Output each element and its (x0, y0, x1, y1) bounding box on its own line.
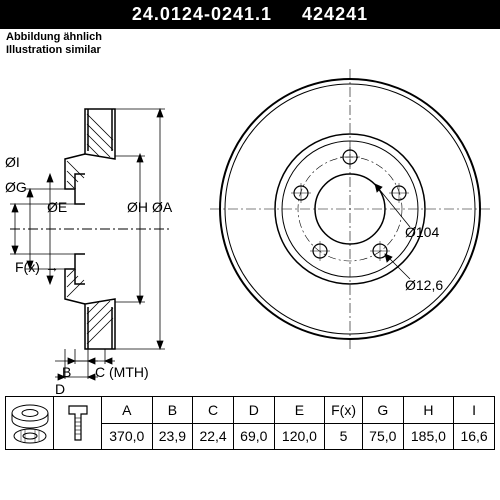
td-E: 120,0 (274, 423, 325, 450)
arrow-F: → (45, 259, 59, 275)
alt-number: 424241 (302, 4, 368, 24)
th-I: I (454, 397, 495, 424)
label-G: ØG (5, 179, 27, 195)
td-G: 75,0 (362, 423, 403, 450)
td-I: 16,6 (454, 423, 495, 450)
subtitle: Abbildung ähnlich Illustration similar (0, 29, 500, 59)
header-bar: 24.0124-0241.1 424241 (0, 0, 500, 29)
dimension-table: A B C D E F(x) G H I 370,0 23,9 22,4 69,… (5, 396, 495, 450)
bolt-icon-cell (54, 397, 102, 450)
th-D: D (233, 397, 274, 424)
label-H: ØH (127, 199, 148, 215)
label-center-dia: Ø104 (405, 224, 439, 240)
td-A: 370,0 (102, 423, 153, 450)
th-H: H (403, 397, 454, 424)
td-B: 23,9 (152, 423, 193, 450)
th-E: E (274, 397, 325, 424)
td-F: 5 (325, 423, 363, 450)
disc-icon (9, 398, 51, 448)
diagram-area: ØI ØG ØE ØH ØA F(x) → B D C (MTH) (0, 59, 500, 389)
part-number: 24.0124-0241.1 (132, 4, 272, 24)
bottom-dims (50, 349, 170, 389)
front-view-diagram (210, 69, 490, 349)
subtitle-line2: Illustration similar (6, 44, 101, 56)
label-bolt-dia: Ø12,6 (405, 277, 443, 293)
table-header-row: A B C D E F(x) G H I (6, 397, 495, 424)
th-A: A (102, 397, 153, 424)
td-C: 22,4 (193, 423, 234, 450)
th-F: F(x) (325, 397, 363, 424)
bolt-icon (57, 398, 99, 448)
td-D: 69,0 (233, 423, 274, 450)
label-I: ØI (5, 154, 20, 170)
subtitle-line1: Abbildung ähnlich (6, 31, 102, 43)
disc-icon-cell (6, 397, 54, 450)
label-F: F(x) (15, 259, 40, 275)
th-G: G (362, 397, 403, 424)
label-E: ØE (47, 199, 67, 215)
td-H: 185,0 (403, 423, 454, 450)
side-view-diagram (10, 89, 170, 369)
th-B: B (152, 397, 193, 424)
th-C: C (193, 397, 234, 424)
label-A: ØA (152, 199, 172, 215)
